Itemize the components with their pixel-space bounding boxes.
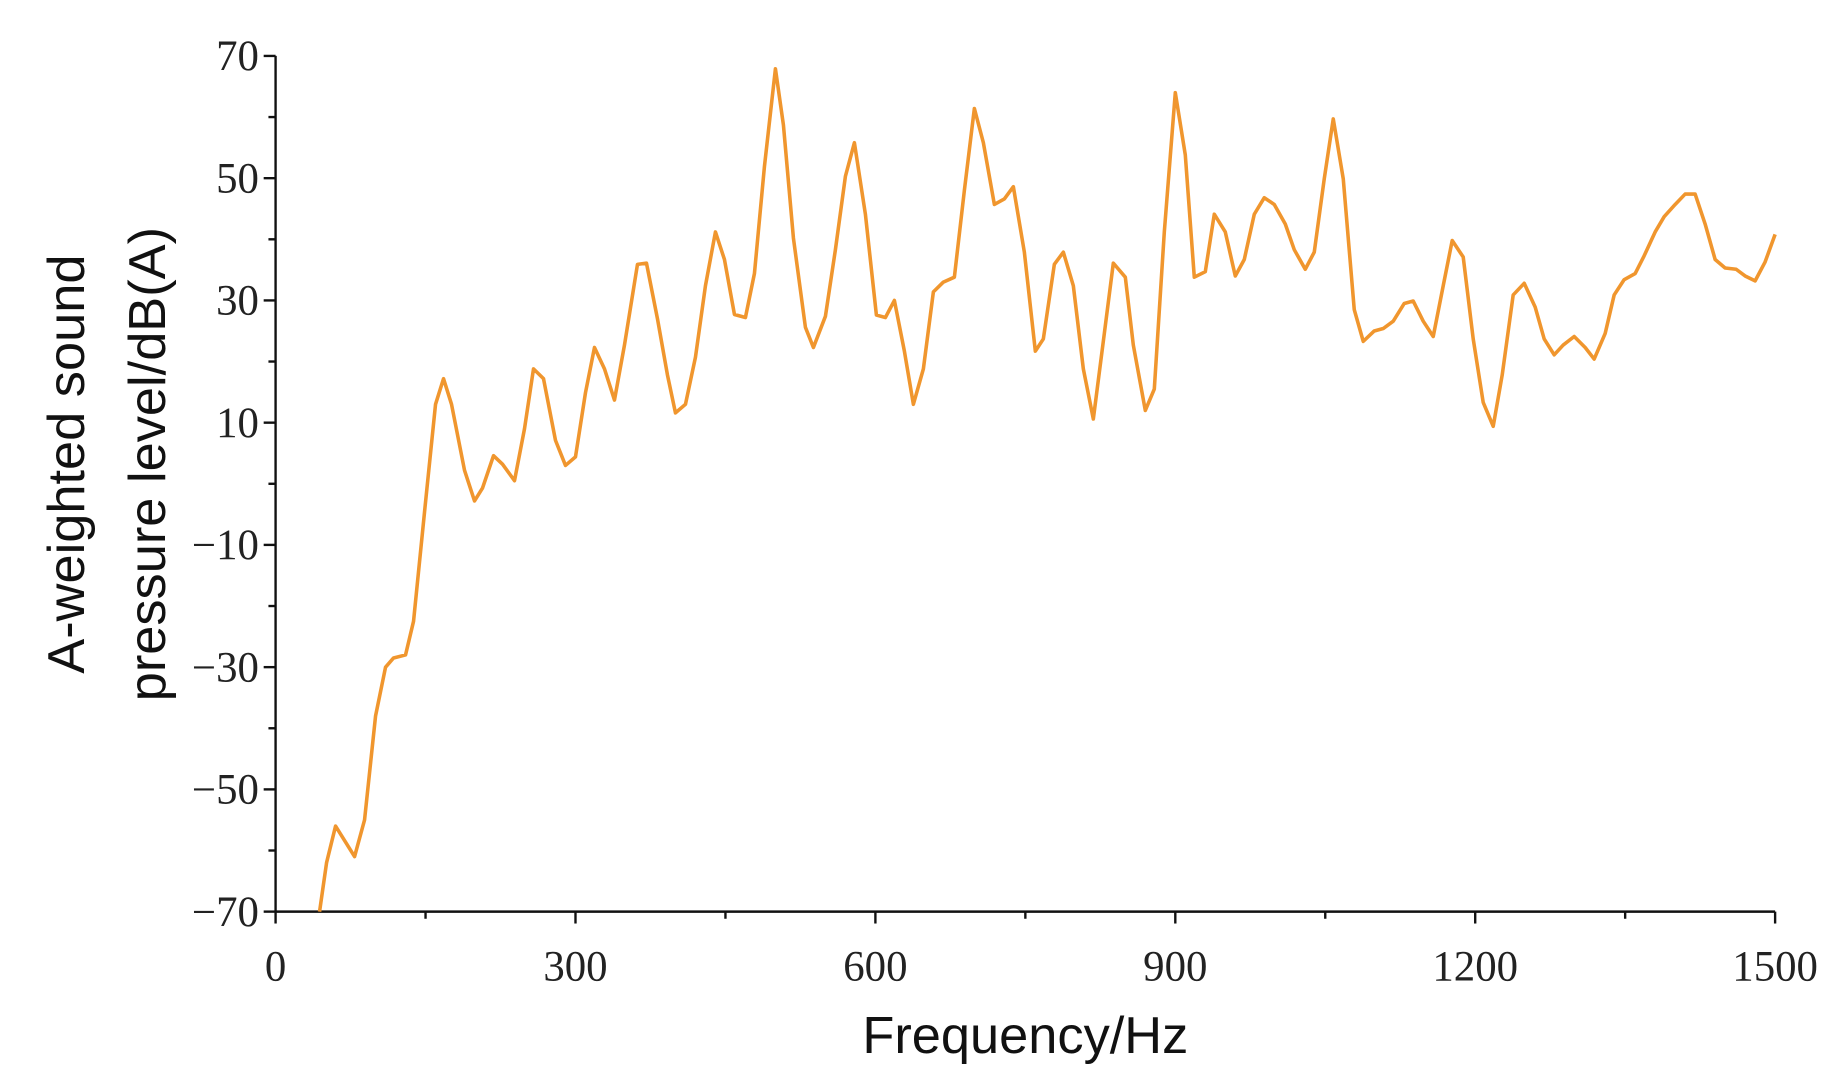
x-tick-label: 1200	[1432, 944, 1518, 991]
x-tick-label: 600	[843, 944, 907, 991]
y-axis-label: A-weighted sound pressure level/dB(A)	[38, 227, 177, 701]
y-tick-label: 70	[216, 33, 259, 80]
x-axis-label: Frequency/Hz	[862, 1007, 1188, 1065]
y-axis-label-line: A-weighted sound	[38, 255, 96, 674]
y-tick-label: 30	[216, 278, 259, 325]
x-tick-label: 900	[1143, 944, 1207, 991]
y-tick-label: −30	[192, 644, 259, 691]
y-tick-label: 10	[216, 400, 259, 447]
y-tick-label: −50	[192, 767, 259, 814]
data-line	[317, 66, 1777, 912]
y-tick-label: −70	[192, 889, 259, 936]
y-axis-label-line: pressure level/dB(A)	[119, 227, 177, 701]
x-tick-label: 1500	[1732, 944, 1818, 991]
y-tick-label: 50	[216, 155, 259, 202]
x-tick-label: 300	[543, 944, 607, 991]
y-tick-label: −10	[192, 522, 259, 569]
x-tick-label: 0	[265, 944, 286, 991]
